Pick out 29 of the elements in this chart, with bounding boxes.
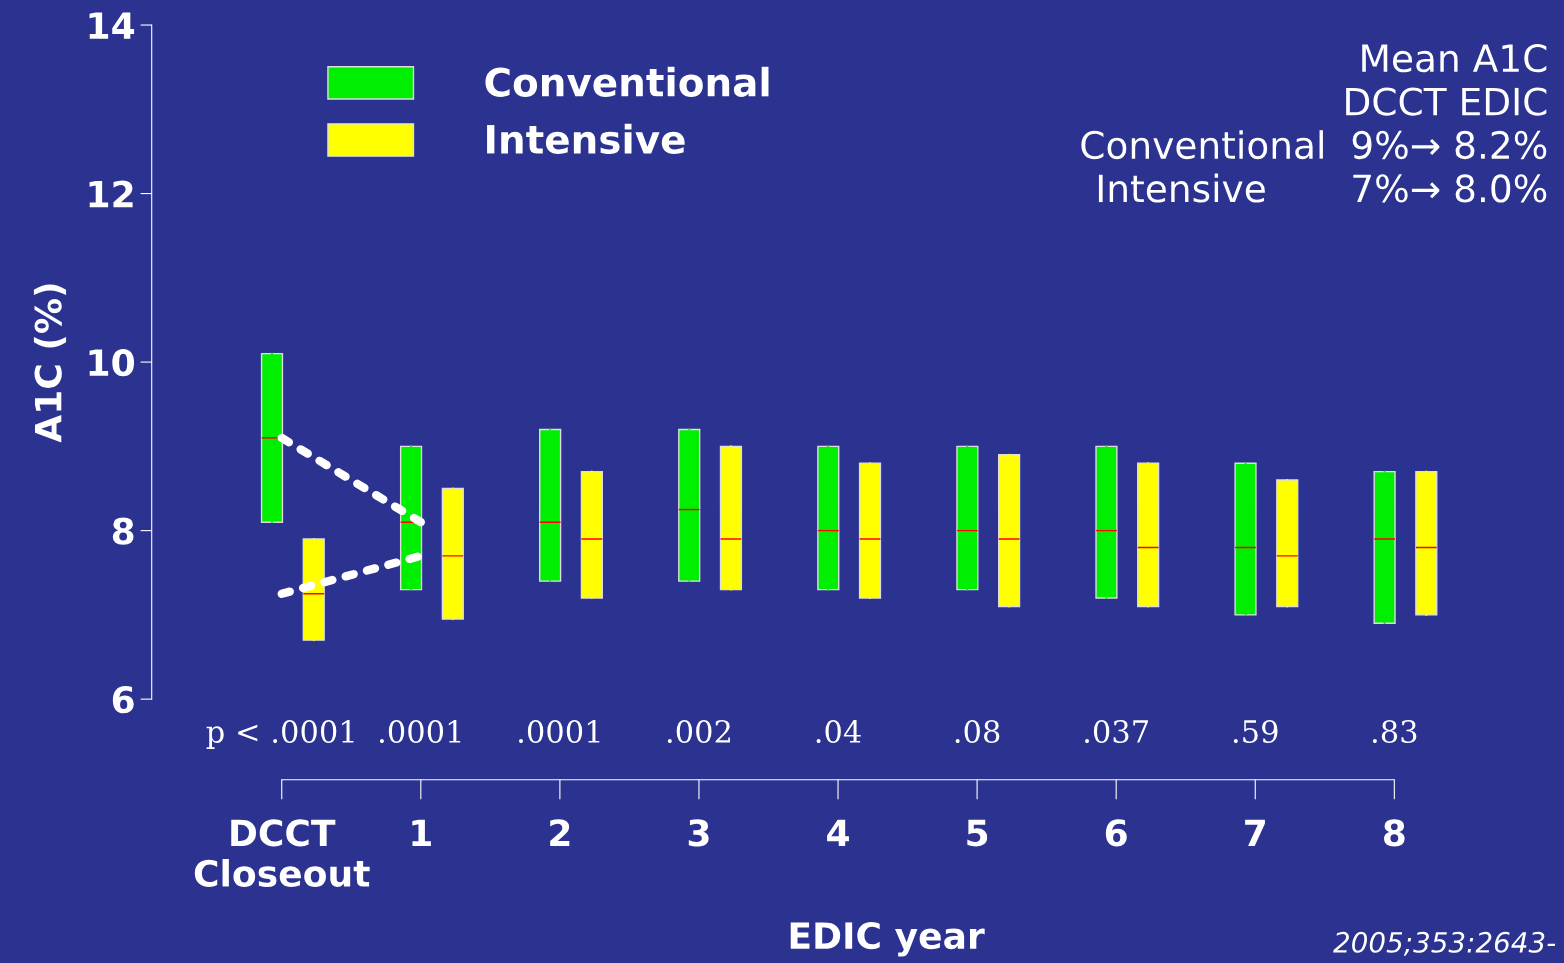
y-tick-label: 6 bbox=[112, 686, 134, 714]
legend-label: Intensive bbox=[487, 123, 685, 154]
text: 2005;353:2643- bbox=[1333, 931, 1556, 956]
y-tick-label: 14 bbox=[89, 12, 135, 39]
x-tick-label: 1 bbox=[412, 819, 431, 847]
annotation: Mean A1C DCCT EDIC Conventional 9%→ 8.2% Intensive 7%→ 8.0% bbox=[1081, 44, 1547, 203]
x-tick-label: 7 bbox=[1245, 819, 1265, 847]
text: .04 bbox=[816, 719, 861, 744]
text: p < .0001 bbox=[206, 719, 354, 749]
y-tick-label: 12 bbox=[89, 180, 133, 208]
text: .002 bbox=[667, 719, 730, 744]
y-tick-label: 10 bbox=[89, 349, 135, 377]
x-tick-label: 3 bbox=[688, 819, 709, 847]
text: .83 bbox=[1372, 719, 1417, 744]
x-tick-label: 2 bbox=[550, 819, 570, 847]
x-tick-label: 4 bbox=[827, 819, 849, 847]
text: .0001 bbox=[379, 719, 461, 744]
text: .0001 bbox=[519, 719, 600, 744]
x-tick-label: 8 bbox=[1383, 819, 1405, 847]
legend-label: Conventional bbox=[485, 66, 769, 97]
text: .08 bbox=[955, 719, 1000, 744]
text: .037 bbox=[1085, 719, 1148, 744]
y-axis-title: A1C (%) bbox=[33, 284, 67, 443]
x-axis-title: EDIC year bbox=[790, 921, 985, 957]
x-tick-label: 6 bbox=[1105, 819, 1127, 847]
y-tick-label: 8 bbox=[112, 517, 134, 545]
x-tick-label: 5 bbox=[967, 819, 988, 847]
x-tick-label: DCCT Closeout bbox=[194, 819, 370, 887]
text: .59 bbox=[1233, 719, 1278, 744]
